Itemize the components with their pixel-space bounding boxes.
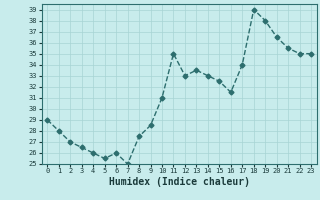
- X-axis label: Humidex (Indice chaleur): Humidex (Indice chaleur): [109, 177, 250, 187]
